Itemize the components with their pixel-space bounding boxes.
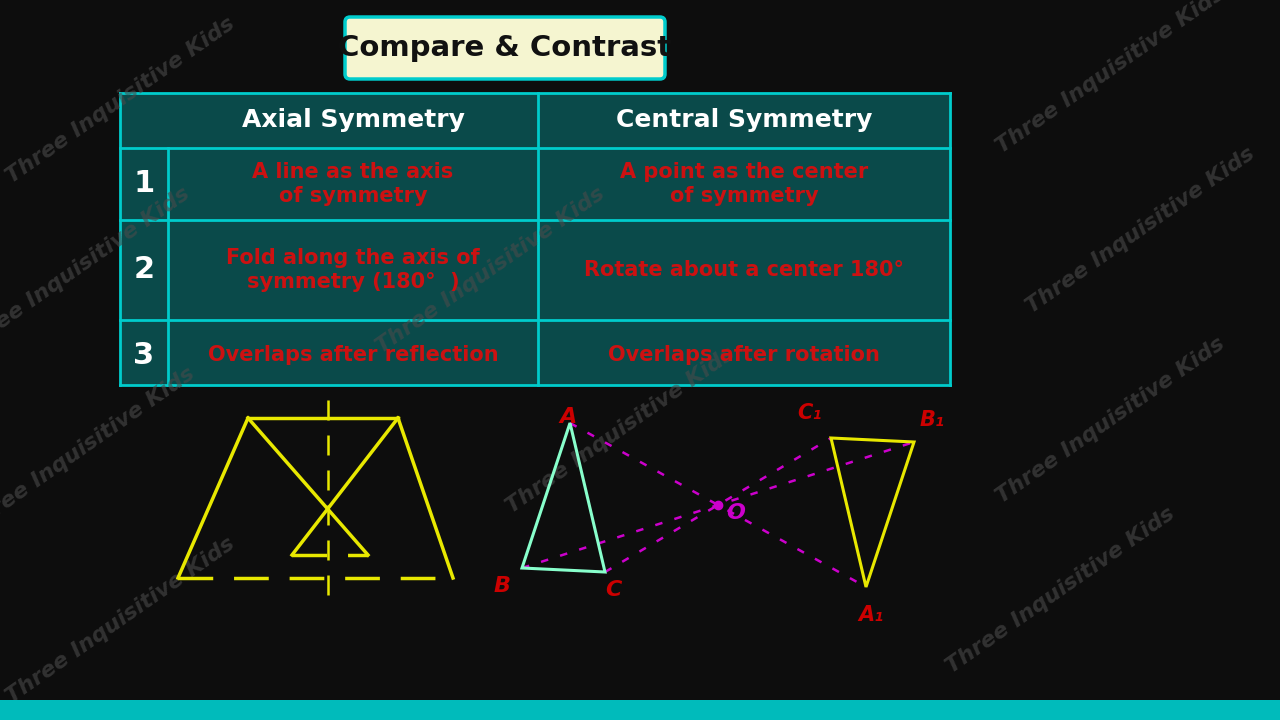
Text: A₁: A₁	[859, 605, 883, 625]
Text: 3: 3	[133, 341, 155, 369]
Text: Three Inquisitive Kids: Three Inquisitive Kids	[3, 13, 238, 186]
Text: Three Inquisitive Kids: Three Inquisitive Kids	[0, 363, 198, 537]
Text: Central Symmetry: Central Symmetry	[616, 109, 872, 132]
Text: Three Inquisitive Kids: Three Inquisitive Kids	[502, 343, 739, 517]
Text: Overlaps after reflection: Overlaps after reflection	[207, 345, 498, 365]
Text: O: O	[727, 503, 745, 523]
Text: 1: 1	[133, 169, 155, 199]
Text: Three Inquisitive Kids: Three Inquisitive Kids	[992, 0, 1228, 157]
Text: Three Inquisitive Kids: Three Inquisitive Kids	[992, 333, 1228, 507]
Text: Three Inquisitive Kids: Three Inquisitive Kids	[3, 534, 238, 707]
Text: B: B	[494, 576, 511, 596]
Text: 2: 2	[133, 256, 155, 284]
Text: B₁: B₁	[919, 410, 945, 430]
Text: Three Inquisitive Kids: Three Inquisitive Kids	[942, 503, 1178, 677]
Text: Axial Symmetry: Axial Symmetry	[242, 109, 465, 132]
Text: A: A	[559, 407, 576, 427]
Bar	[120, 93, 950, 385]
Text: Three Inquisitive Kids: Three Inquisitive Kids	[372, 183, 608, 357]
Text: Fold along the axis of
symmetry (180°  ): Fold along the axis of symmetry (180° )	[227, 248, 480, 292]
Text: Overlaps after rotation: Overlaps after rotation	[608, 345, 879, 365]
Text: A line as the axis
of symmetry: A line as the axis of symmetry	[252, 163, 453, 206]
FancyBboxPatch shape	[346, 17, 666, 79]
Text: C₁: C₁	[796, 403, 822, 423]
Text: Three Inquisitive Kids: Three Inquisitive Kids	[0, 183, 193, 357]
Text: A point as the center
of symmetry: A point as the center of symmetry	[620, 163, 868, 206]
Text: Compare & Contrast: Compare & Contrast	[338, 34, 672, 62]
Bar	[0, 700, 1280, 720]
Text: Rotate about a center 180°: Rotate about a center 180°	[584, 260, 904, 280]
Text: Three Inquisitive Kids: Three Inquisitive Kids	[1021, 143, 1258, 317]
Text: C: C	[605, 580, 621, 600]
